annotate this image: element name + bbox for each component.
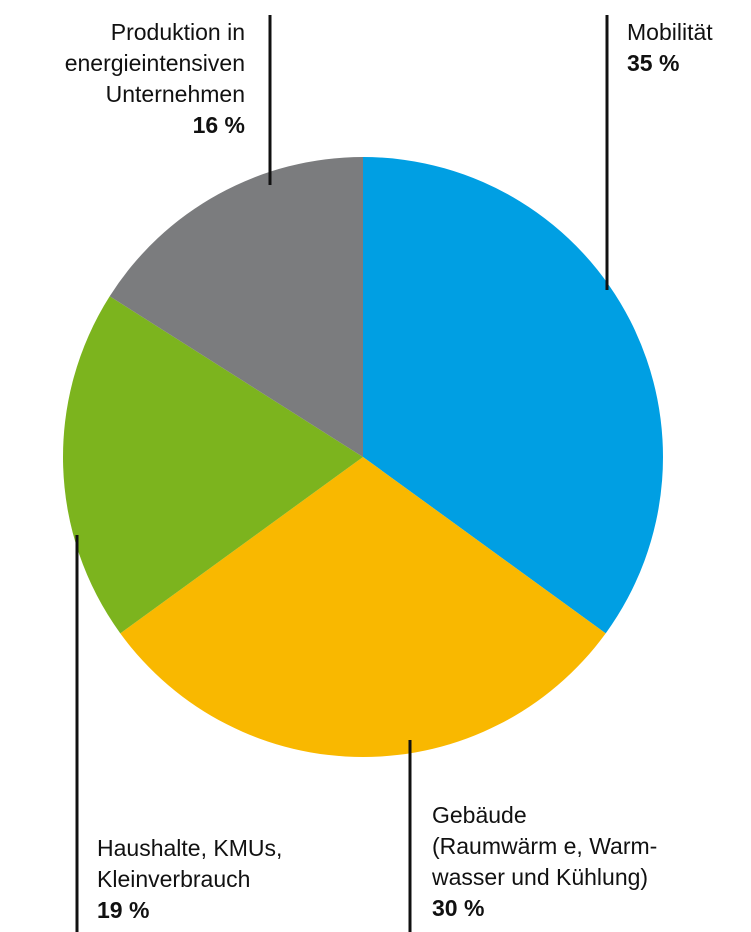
slice-label-gebaeude: Gebäude (Raumwärm e, Warm- wasser und Kü…	[432, 800, 657, 924]
slice-value-label: 19 %	[97, 897, 150, 923]
slice-label-haushalte: Haushalte, KMUs, Kleinverbrauch 19 %	[97, 833, 282, 926]
slice-label-line: energieintensiven	[64, 50, 245, 76]
slice-gebaeude	[120, 457, 606, 758]
slice-label-line: (Raumwärm e, Warm-	[432, 833, 658, 859]
slice-value-label: 30 %	[432, 895, 485, 921]
slice-mobilitaet	[363, 157, 663, 634]
slice-produktion	[109, 157, 363, 457]
slice-label-produktion: Produktion in energieintensiven Unterneh…	[65, 17, 245, 141]
slice-label-line: Gebäude	[432, 802, 527, 828]
slice-value-label: 16 %	[192, 112, 245, 138]
slice-label-line: wasser und Kühlung)	[432, 864, 649, 890]
slice-label-line: Mobilität	[627, 19, 713, 45]
slice-label-line: Unternehmen	[105, 81, 245, 107]
slice-label-line: Kleinverbrauch	[97, 866, 251, 892]
slice-value-label: 35 %	[627, 50, 680, 76]
slice-label-line: Produktion in	[110, 19, 245, 45]
slice-haushalte	[63, 296, 364, 634]
slice-label-mobilitaet: Mobilität 35 %	[627, 17, 713, 79]
slice-label-line: Haushalte, KMUs,	[97, 835, 283, 861]
